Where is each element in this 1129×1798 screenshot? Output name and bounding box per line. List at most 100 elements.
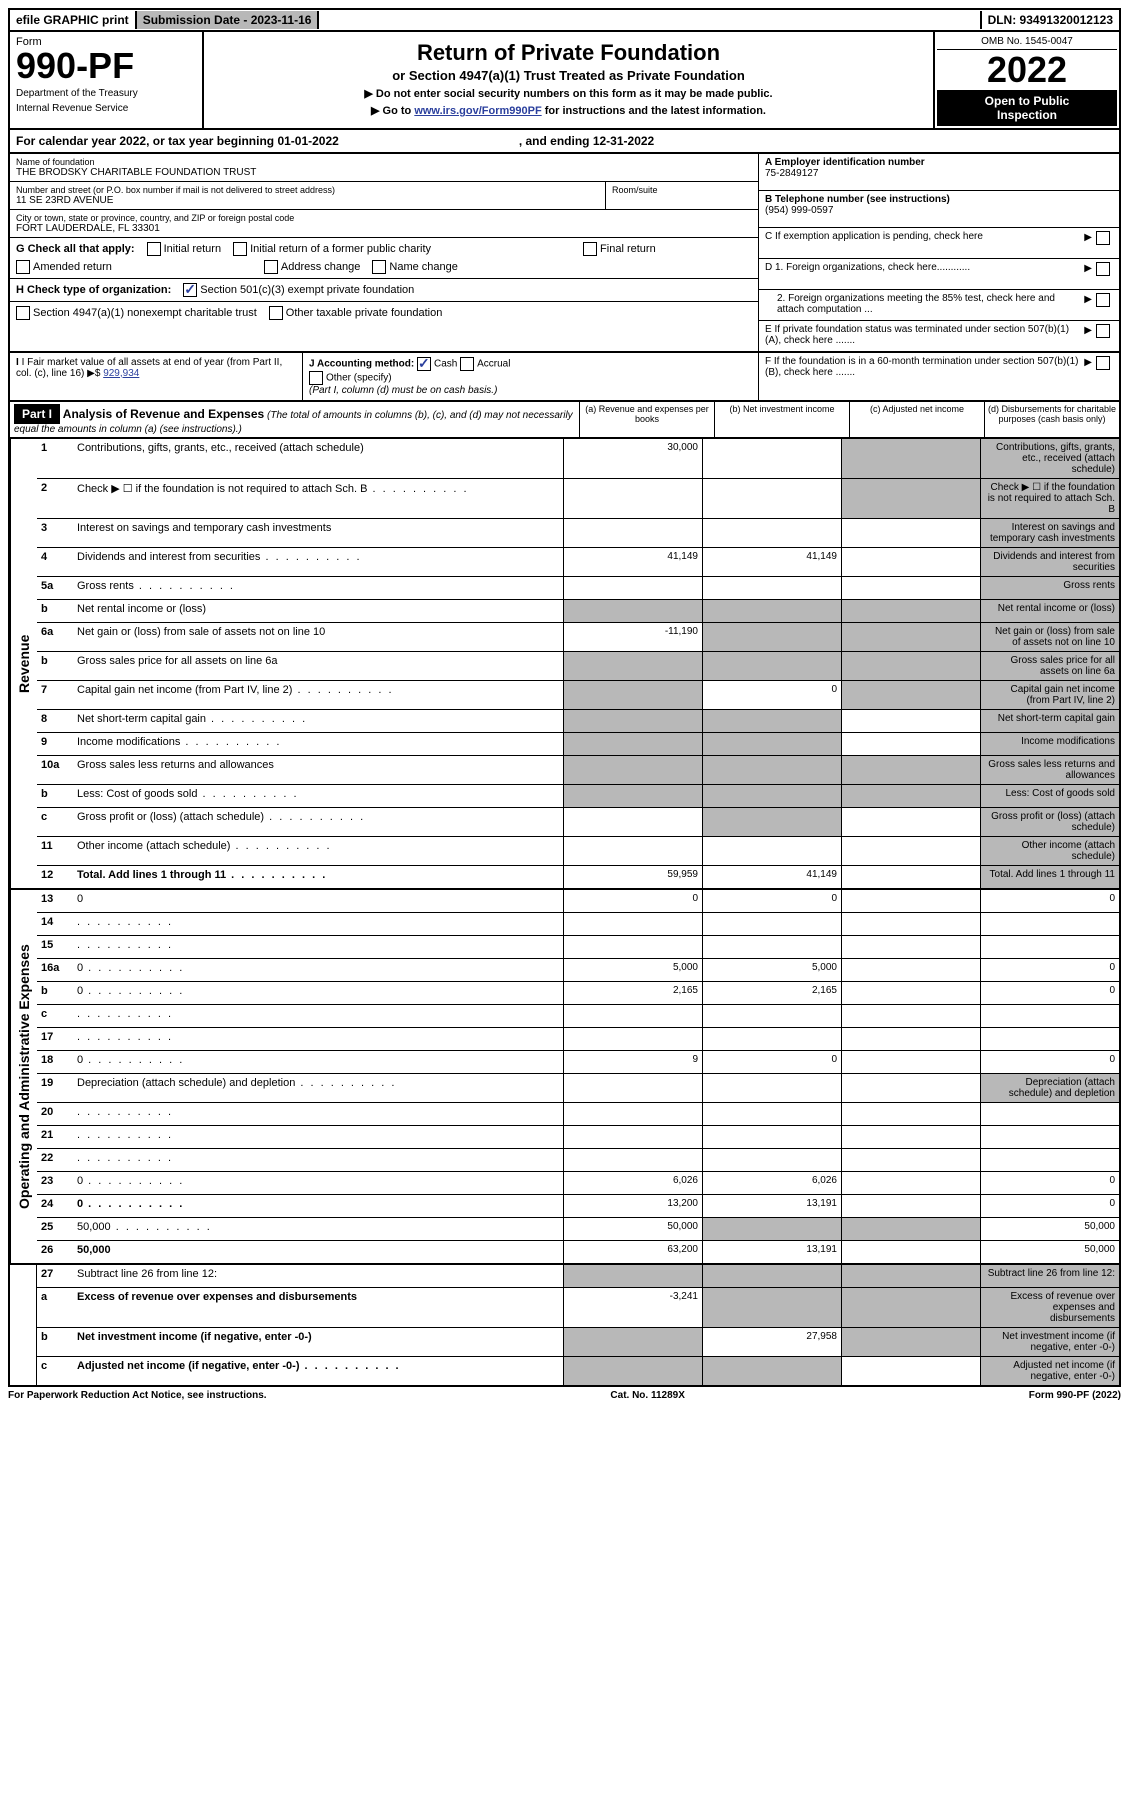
value-cell-c [841,1126,980,1148]
col-a-head: (a) Revenue and expenses per books [579,402,714,437]
value-cell-b [702,600,841,622]
table-row: 11Other income (attach schedule)Other in… [37,837,1119,866]
value-cell-d: 0 [980,890,1119,912]
value-cell-c [841,913,980,935]
value-cell-a [563,519,702,547]
h-check-row: H Check type of organization: Section 50… [10,279,758,302]
value-cell-c [841,890,980,912]
cb-amended-return[interactable] [16,260,30,274]
table-row: 6aNet gain or (loss) from sale of assets… [37,623,1119,652]
cb-d1[interactable] [1096,262,1110,276]
line-number: 11 [37,837,75,865]
line-number: 4 [37,548,75,576]
line-number: 23 [37,1172,75,1194]
table-row: 3Interest on savings and temporary cash … [37,519,1119,548]
revenue-label: Revenue [10,439,37,888]
line-description: Subtract line 26 from line 12: [75,1265,563,1287]
value-cell-d: 0 [980,959,1119,981]
table-row: 17 [37,1028,1119,1051]
top-bar: efile GRAPHIC print Submission Date - 20… [8,8,1121,32]
c-exemption: C If exemption application is pending, c… [759,228,1119,259]
cb-other-taxable[interactable] [269,306,283,320]
line-description: Gross profit or (loss) (attach schedule) [75,808,563,836]
cb-final-return[interactable] [583,242,597,256]
expense-rows: 130000141516a05,0005,0000b02,1652,1650c1… [37,890,1119,1263]
value-cell-d: 0 [980,1195,1119,1217]
cb-c[interactable] [1096,231,1110,245]
cb-name-change[interactable] [372,260,386,274]
line-number: 7 [37,681,75,709]
line-number: 26 [37,1241,75,1263]
value-cell-d: Gross rents [980,577,1119,599]
value-cell-a: 13,200 [563,1195,702,1217]
entity-left: Name of foundation THE BRODSKY CHARITABL… [10,154,758,351]
cb-501c3[interactable] [183,283,197,297]
cb-accrual[interactable] [460,357,474,371]
address-cell: Number and street (or P.O. box number if… [10,182,758,210]
form-header: Form 990-PF Department of the Treasury I… [8,32,1121,130]
irs-link[interactable]: www.irs.gov/Form990PF [414,105,541,117]
cb-4947a1[interactable] [16,306,30,320]
form-title: Return of Private Foundation [210,40,927,66]
table-row: bGross sales price for all assets on lin… [37,652,1119,681]
value-cell-b [702,1288,841,1327]
table-row: 2650,00063,20013,19150,000 [37,1241,1119,1263]
note-link: ▶ Go to www.irs.gov/Form990PF for instru… [210,104,927,117]
value-cell-d: Net rental income or (loss) [980,600,1119,622]
line-description: Net investment income (if negative, ente… [75,1328,563,1356]
value-cell-c [841,1074,980,1102]
value-cell-b [702,623,841,651]
line-description: 0 [75,982,563,1004]
footer-center: Cat. No. 11289X [610,1390,684,1401]
line-description: 50,000 [75,1218,563,1240]
value-cell-a [563,1265,702,1287]
line-number: 6a [37,623,75,651]
header-left: Form 990-PF Department of the Treasury I… [10,32,204,128]
value-cell-c [841,600,980,622]
line-number: b [37,1328,75,1356]
line-description [75,1149,563,1171]
cb-e[interactable] [1096,324,1110,338]
line-number: 18 [37,1051,75,1073]
value-cell-b [702,1126,841,1148]
value-cell-d [980,1005,1119,1027]
value-cell-d [980,1103,1119,1125]
cb-cash[interactable] [417,357,431,371]
value-cell-b: 13,191 [702,1241,841,1263]
value-cell-a: 0 [563,890,702,912]
table-row: bNet investment income (if negative, ent… [37,1328,1119,1357]
d1-foreign: D 1. Foreign organizations, check here..… [759,259,1119,290]
header-center: Return of Private Foundation or Section … [204,32,933,128]
line-description [75,1005,563,1027]
cb-f[interactable] [1096,356,1110,370]
dept-treasury: Department of the Treasury [16,88,196,99]
value-cell-b [702,756,841,784]
form-subtitle: or Section 4947(a)(1) Trust Treated as P… [210,68,927,83]
value-cell-c [841,439,980,478]
value-cell-a [563,577,702,599]
value-cell-b: 5,000 [702,959,841,981]
value-cell-d: 0 [980,1051,1119,1073]
value-cell-b: 41,149 [702,866,841,888]
value-cell-a [563,837,702,865]
value-cell-b [702,519,841,547]
cb-d2[interactable] [1096,293,1110,307]
cb-other-method[interactable] [309,371,323,385]
value-cell-c [841,1172,980,1194]
footer: For Paperwork Reduction Act Notice, see … [8,1387,1121,1404]
value-cell-a [563,1126,702,1148]
cb-initial-former[interactable] [233,242,247,256]
cb-address-change[interactable] [264,260,278,274]
value-cell-b [702,936,841,958]
value-cell-a [563,681,702,709]
table-row: 16a05,0005,0000 [37,959,1119,982]
table-row: 2Check ▶ ☐ if the foundation is not requ… [37,479,1119,519]
value-cell-c [841,959,980,981]
value-cell-b [702,710,841,732]
table-row: cAdjusted net income (if negative, enter… [37,1357,1119,1385]
value-cell-c [841,1195,980,1217]
value-cell-d: 0 [980,1172,1119,1194]
revenue-rows: 1Contributions, gifts, grants, etc., rec… [37,439,1119,888]
value-cell-d: Adjusted net income (if negative, enter … [980,1357,1119,1385]
cb-initial-return[interactable] [147,242,161,256]
